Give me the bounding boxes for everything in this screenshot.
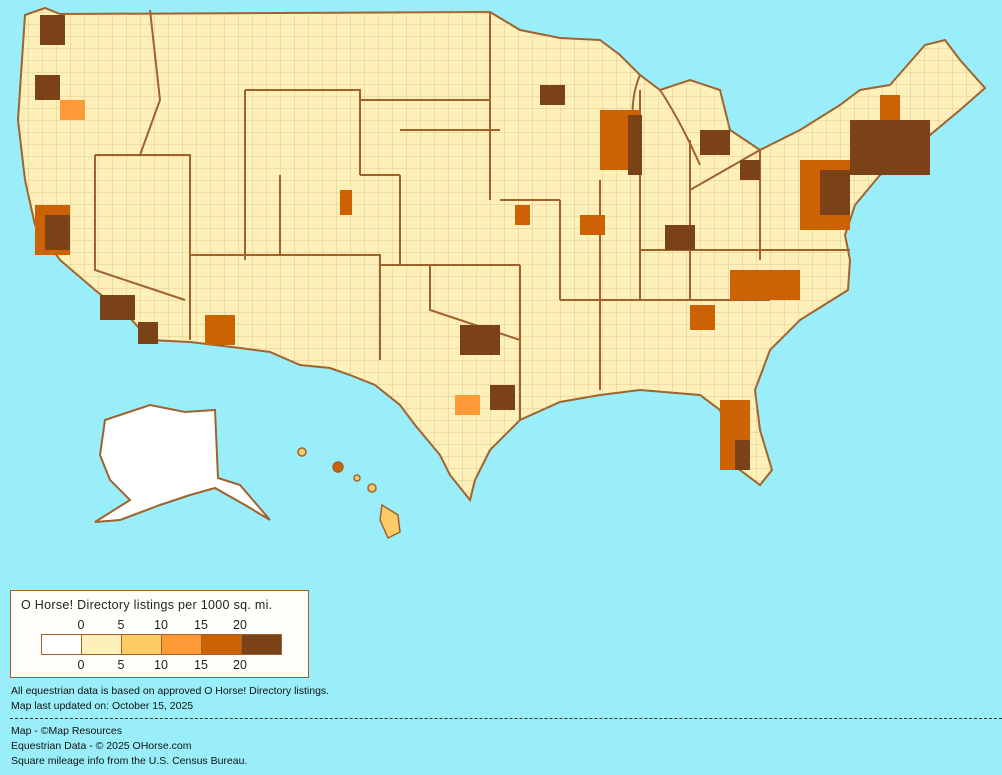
data-credit: Equestrian Data - © 2025 OHorse.com (11, 740, 192, 752)
legend-tick: 0 (77, 618, 85, 632)
legend-tick: 15 (194, 618, 208, 632)
legend-swatch (82, 635, 122, 654)
legend-tick: 20 (233, 618, 247, 632)
legend-swatch (42, 635, 82, 654)
legend-ticks-bottom: 0 5 10 15 20 (11, 658, 308, 672)
legend: O Horse! Directory listings per 1000 sq.… (10, 590, 309, 678)
legend-tick: 5 (117, 618, 125, 632)
legend-swatch (122, 635, 162, 654)
contiguous-us (16, 6, 987, 503)
legend-swatch (162, 635, 202, 654)
legend-tick: 0 (77, 658, 85, 672)
legend-tick: 10 (154, 618, 168, 632)
us-county-map (16, 6, 987, 540)
density-hotspots (35, 15, 930, 470)
divider (10, 718, 1002, 719)
legend-swatch (202, 635, 242, 654)
legend-tick: 20 (233, 658, 247, 672)
legend-tick: 10 (154, 658, 168, 672)
data-basis-note: All equestrian data is based on approved… (11, 685, 330, 697)
legend-tick: 5 (117, 658, 125, 672)
legend-tick: 15 (194, 658, 208, 672)
hawaii (297, 447, 401, 540)
legend-swatch (242, 635, 281, 654)
legend-ticks-top: 0 5 10 15 20 (11, 618, 308, 632)
state-borders (94, 9, 850, 420)
legend-title: O Horse! Directory listings per 1000 sq.… (21, 598, 273, 612)
legend-color-scale (41, 634, 282, 655)
alaska (94, 403, 271, 523)
census-credit: Square mileage info from the U.S. Census… (11, 755, 248, 767)
map-credit: Map - ©Map Resources (11, 725, 123, 737)
last-updated-note: Map last updated on: October 15, 2025 (11, 700, 194, 712)
